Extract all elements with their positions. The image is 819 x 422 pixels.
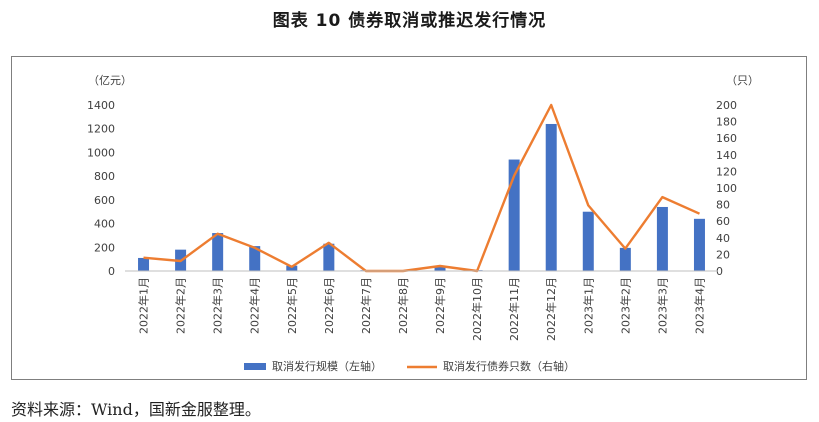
bar <box>249 246 261 271</box>
bar <box>693 218 705 271</box>
line-series <box>143 103 700 273</box>
x-tick-label: 2022年9月 <box>433 277 447 334</box>
x-tick-label: 2022年6月 <box>322 277 336 334</box>
source-note: 资料来源：Wind，国新金服整理。 <box>11 400 261 419</box>
left-tick-label: 400 <box>94 218 115 231</box>
x-tick-label: 2023年2月 <box>618 277 632 334</box>
x-tick-label: 2022年11月 <box>507 277 521 341</box>
line-path <box>143 103 700 273</box>
bar <box>434 266 446 271</box>
right-tick-label: 20 <box>716 248 730 261</box>
bar <box>656 206 668 271</box>
x-tick-label: 2022年7月 <box>359 277 373 334</box>
bar <box>545 123 557 271</box>
left-tick-label: 1400 <box>87 99 115 112</box>
bar-series <box>138 123 705 271</box>
legend-bar-label: 取消发行规模（左轴） <box>272 359 382 373</box>
right-tick-label: 60 <box>716 215 730 228</box>
right-tick-label: 80 <box>716 199 730 212</box>
x-tick-label: 2022年3月 <box>211 277 225 334</box>
x-tick-label: 2022年4月 <box>248 277 262 334</box>
right-tick-label: 160 <box>716 132 737 145</box>
x-tick-label: 2023年4月 <box>692 277 706 334</box>
left-tick-label: 1000 <box>87 146 115 159</box>
right-tick-label: 140 <box>716 149 737 162</box>
left-tick-label: 0 <box>108 265 115 278</box>
right-tick-label: 200 <box>716 99 737 112</box>
x-tick-label: 2023年3月 <box>655 277 669 334</box>
right-tick-label: 0 <box>716 265 723 278</box>
left-axis: （亿元） 0 200 400 600 800 1000 1200 1400 <box>87 74 132 278</box>
legend-line-label: 取消发行债券只数（右轴） <box>443 359 575 373</box>
x-tick-label: 2022年12月 <box>544 277 558 341</box>
bar <box>508 159 520 271</box>
right-tick-label: 40 <box>716 232 730 245</box>
legend: 取消发行规模（左轴） 取消发行债券只数（右轴） <box>244 359 575 373</box>
x-tick-label: 2022年1月 <box>137 277 151 334</box>
right-tick-label: 100 <box>716 182 737 195</box>
right-axis: （只） 0 20 40 60 80 100 120 140 160 180 200 <box>716 74 759 278</box>
x-tick-label: 2022年8月 <box>396 277 410 334</box>
combo-chart: （亿元） 0 200 400 600 800 1000 1200 1400 （只） 0 20 40 60… <box>87 74 759 373</box>
bar <box>138 257 150 271</box>
left-tick-label: 600 <box>94 194 115 207</box>
chart-frame: （亿元） 0 200 400 600 800 1000 1200 1400 （只） 0 20 40 60… <box>11 56 807 380</box>
x-tick-label: 2022年5月 <box>285 277 299 334</box>
x-tick-label: 2023年1月 <box>581 277 595 334</box>
x-tick-label: 2022年10月 <box>470 277 484 341</box>
bar <box>582 211 594 271</box>
bar <box>619 247 631 271</box>
right-axis-label: （只） <box>726 74 759 87</box>
left-tick-label: 1200 <box>87 123 115 136</box>
right-tick-label: 120 <box>716 165 737 178</box>
left-axis-label: （亿元） <box>88 74 132 87</box>
right-tick-label: 180 <box>716 116 737 129</box>
bar <box>212 233 224 271</box>
x-tick-label: 2022年2月 <box>174 277 188 334</box>
bar <box>286 265 298 271</box>
legend-bar-swatch <box>244 363 266 370</box>
figure-title: 图表 10 债券取消或推迟发行情况 <box>272 11 547 31</box>
left-tick-label: 200 <box>94 241 115 254</box>
x-axis: 2022年1月 2022年2月 2022年3月 2022年4月 2022年5月 2022年… <box>125 270 718 341</box>
bar <box>323 243 335 271</box>
left-tick-label: 800 <box>94 170 115 183</box>
